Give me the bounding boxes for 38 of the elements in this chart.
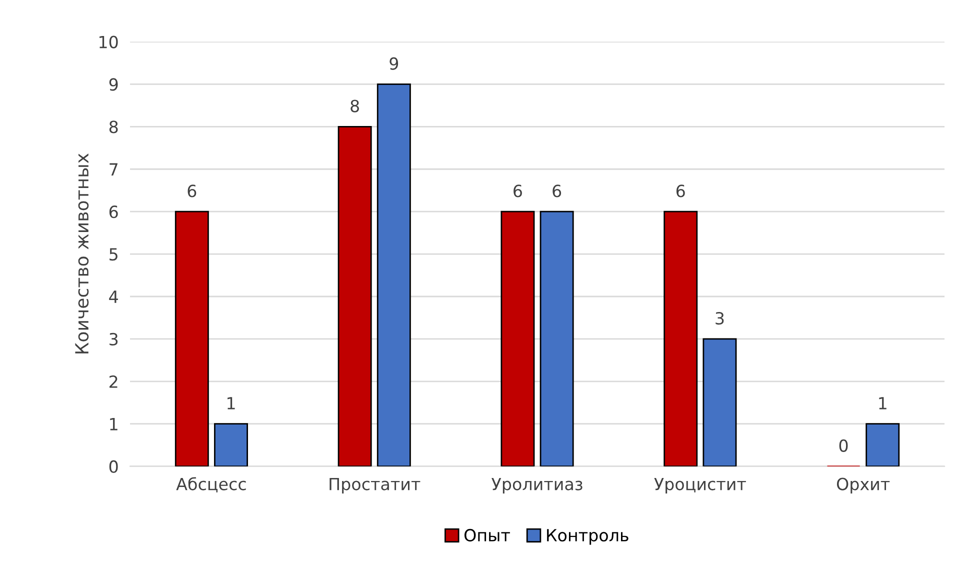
- bar: [376, 84, 411, 466]
- legend-label: Опыт: [464, 528, 510, 542]
- y-tick-label: 5: [110, 248, 118, 261]
- y-tick-label: 1: [110, 418, 118, 430]
- data-label: 6: [676, 184, 685, 198]
- data-label: 3: [716, 312, 724, 325]
- bar: [540, 210, 574, 466]
- y-tick-label: 6: [109, 206, 118, 218]
- data-label: 6: [188, 184, 196, 198]
- data-label: 8: [350, 100, 359, 112]
- bar: [664, 210, 698, 466]
- y-tick-label: 7: [110, 163, 118, 176]
- data-label: 6: [514, 184, 522, 198]
- data-label: 1: [228, 397, 235, 410]
- bar: [174, 210, 209, 466]
- x-tick-label: Орхит: [836, 478, 890, 494]
- x-tick-label: Абсцесс: [176, 477, 246, 492]
- bar: [500, 210, 535, 466]
- bar: [866, 423, 900, 466]
- y-tick-label: 0: [109, 460, 118, 473]
- data-label: 9: [390, 57, 398, 70]
- y-tick-label: 4: [109, 290, 118, 303]
- bar: [338, 126, 372, 466]
- y-tick-label: 9: [109, 78, 118, 91]
- y-axis-title: Коичество животных: [75, 154, 89, 354]
- x-tick-label: Простатит: [330, 478, 420, 494]
- data-label: 1: [879, 397, 886, 410]
- y-tick-label: 10: [100, 36, 118, 48]
- data-label: 0: [839, 439, 848, 452]
- y-tick-label: 3: [110, 332, 118, 346]
- x-tick-label: Уролитиаз: [492, 478, 582, 494]
- x-tick-label: Уроцистит: [654, 478, 746, 494]
- legend-label: Контроль: [547, 529, 628, 545]
- bar: [702, 338, 737, 466]
- bar: [214, 423, 248, 466]
- y-tick-label: 2: [110, 375, 118, 388]
- data-label: 6: [552, 184, 562, 198]
- y-tick-label: 8: [109, 120, 118, 134]
